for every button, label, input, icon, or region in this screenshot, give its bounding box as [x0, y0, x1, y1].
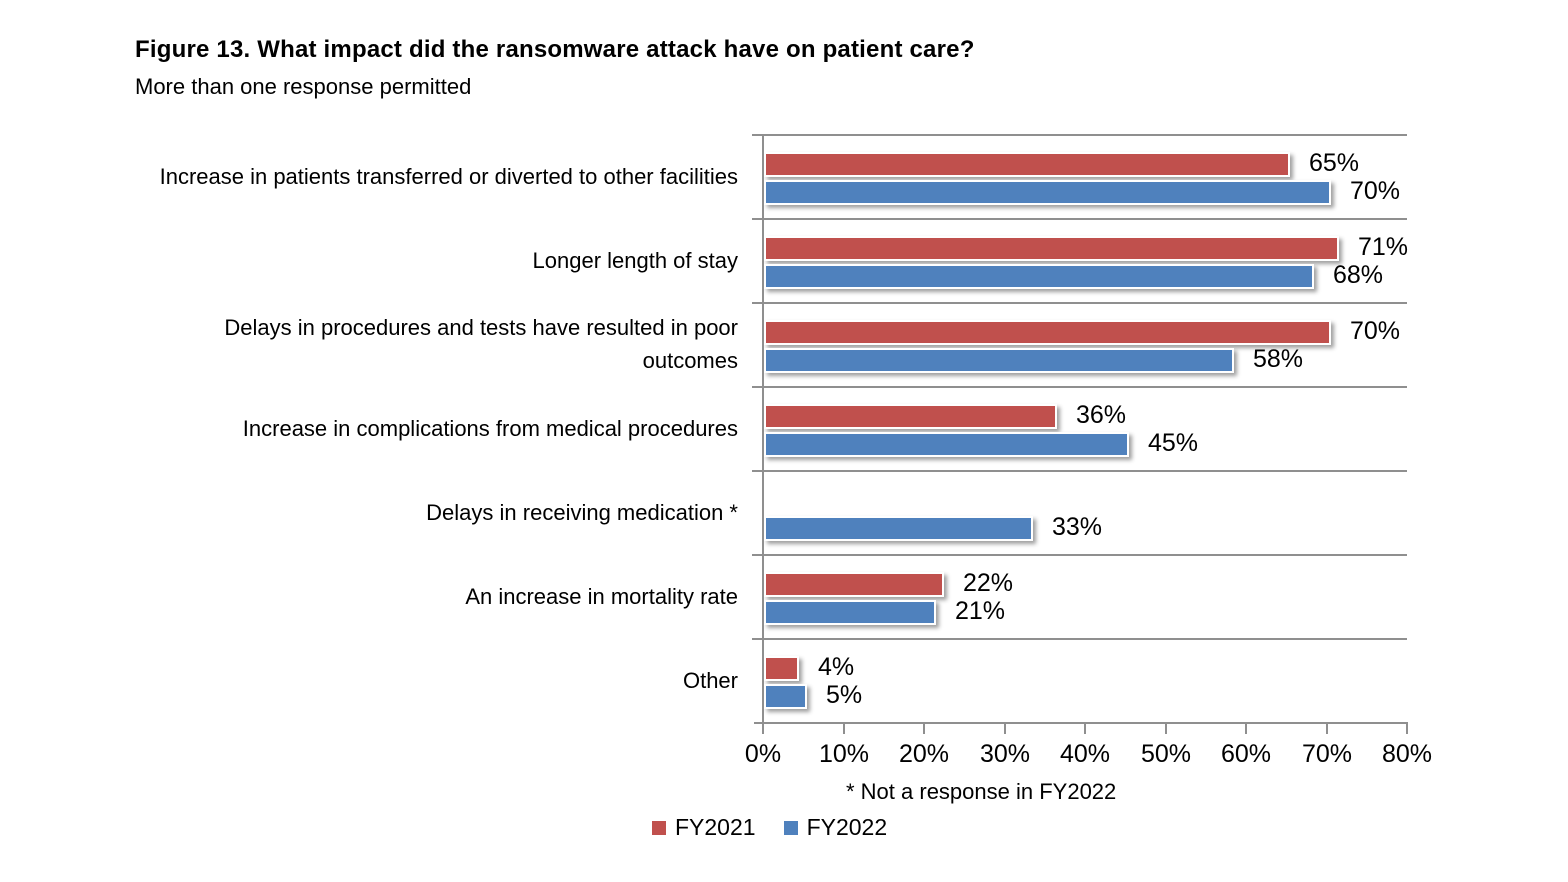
data-label: 4% — [818, 653, 855, 681]
category-label: Delays in procedures and tests have resu… — [130, 302, 738, 386]
fy2021-bar — [764, 572, 944, 597]
legend-label-fy2022: FY2022 — [806, 814, 888, 840]
chart-row: 65% 70% — [752, 134, 1407, 218]
data-label: 22% — [963, 569, 1014, 597]
axis-tick — [923, 724, 925, 734]
category-label: Longer length of stay — [130, 218, 738, 302]
fy2022-bar — [764, 348, 1234, 373]
axis-tick — [1326, 724, 1328, 734]
data-label: 45% — [1148, 429, 1199, 457]
data-label: 65% — [1309, 149, 1360, 177]
category-label-text: Delays in receiving medication * — [426, 499, 738, 525]
chart-row: 22% 21% — [752, 554, 1407, 638]
category-label: An increase in mortality rate — [130, 554, 738, 638]
value-axis-line — [754, 722, 1408, 724]
data-label: 70% — [1350, 317, 1401, 345]
legend-entry-fy2022: FY2022 — [783, 814, 888, 841]
data-label: 33% — [1052, 513, 1103, 541]
fy2022-bar — [764, 432, 1129, 457]
data-label: 70% — [1350, 177, 1401, 205]
chart-row: 70% 58% — [752, 302, 1407, 386]
fy2022-bar — [764, 516, 1033, 541]
plot-area: 65% 70% 71% 68% 70% 58% 36% 45% 33% 22% 21% 4% 5% — [752, 134, 1409, 722]
category-label: Other — [130, 638, 738, 722]
fy2022-bar — [764, 684, 807, 709]
fy2021-bar — [764, 236, 1339, 261]
axis-tick-label: 40% — [1059, 740, 1111, 768]
axis-tick — [1245, 724, 1247, 734]
fy2021-bar — [764, 152, 1290, 177]
fy2021-bar — [764, 404, 1057, 429]
chart-row: 33% — [752, 470, 1407, 554]
data-label: 58% — [1253, 345, 1304, 373]
fy2022-swatch-icon — [783, 820, 798, 835]
axis-tick-label: 0% — [744, 740, 782, 768]
data-label: 71% — [1358, 233, 1409, 261]
axis-tick-label: 80% — [1381, 740, 1433, 768]
legend-entry-fy2021: FY2021 — [652, 814, 756, 841]
chart-title: Figure 13. What impact did the ransomwar… — [135, 36, 975, 63]
category-label-text: An increase in mortality rate — [465, 583, 738, 609]
data-label: 21% — [955, 597, 1006, 625]
chart-row: 36% 45% — [752, 386, 1407, 470]
category-label-text: Increase in patients transferred or dive… — [159, 163, 738, 189]
axis-tick — [1165, 724, 1167, 734]
axis-tick-label: 50% — [1140, 740, 1192, 768]
axis-tick — [762, 724, 764, 734]
legend-label-fy2021: FY2021 — [675, 814, 756, 840]
axis-tick — [843, 724, 845, 734]
category-label: Increase in patients transferred or dive… — [130, 134, 738, 218]
axis-tick-label: 10% — [818, 740, 870, 768]
category-label-text: Longer length of stay — [532, 247, 738, 273]
category-label: Increase in complications from medical p… — [130, 386, 738, 470]
chart-row: 4% 5% — [752, 638, 1407, 722]
chart-row: 71% 68% — [752, 218, 1409, 302]
category-label-text: Other — [682, 667, 738, 693]
fy2022-bar — [764, 180, 1331, 205]
data-label: 5% — [826, 681, 863, 709]
fy2021-bar — [764, 320, 1331, 345]
fy2022-bar — [764, 264, 1314, 289]
chart-legend: FY2021 FY2022 — [652, 814, 887, 841]
fy2021-bar — [764, 656, 799, 681]
fy2022-bar — [764, 600, 936, 625]
axis-tick-label: 20% — [898, 740, 950, 768]
chart-subtitle: More than one response permitted — [135, 74, 472, 99]
category-label-text: Increase in complications from medical p… — [242, 415, 738, 441]
axis-tick-label: 70% — [1301, 740, 1353, 768]
category-axis-line — [762, 134, 764, 733]
data-label: 68% — [1333, 261, 1384, 289]
axis-tick — [1406, 724, 1408, 734]
fy2021-swatch-icon — [652, 820, 666, 835]
axis-tick — [1004, 724, 1006, 734]
category-label-text: Delays in procedures and tests have resu… — [224, 315, 738, 373]
axis-tick-label: 60% — [1220, 740, 1272, 768]
category-label: Delays in receiving medication * — [130, 470, 738, 554]
data-label: 36% — [1076, 401, 1127, 429]
axis-tick — [1084, 724, 1086, 734]
axis-tick-label: 30% — [979, 740, 1031, 768]
chart-footnote: * Not a response in FY2022 — [846, 779, 1117, 804]
